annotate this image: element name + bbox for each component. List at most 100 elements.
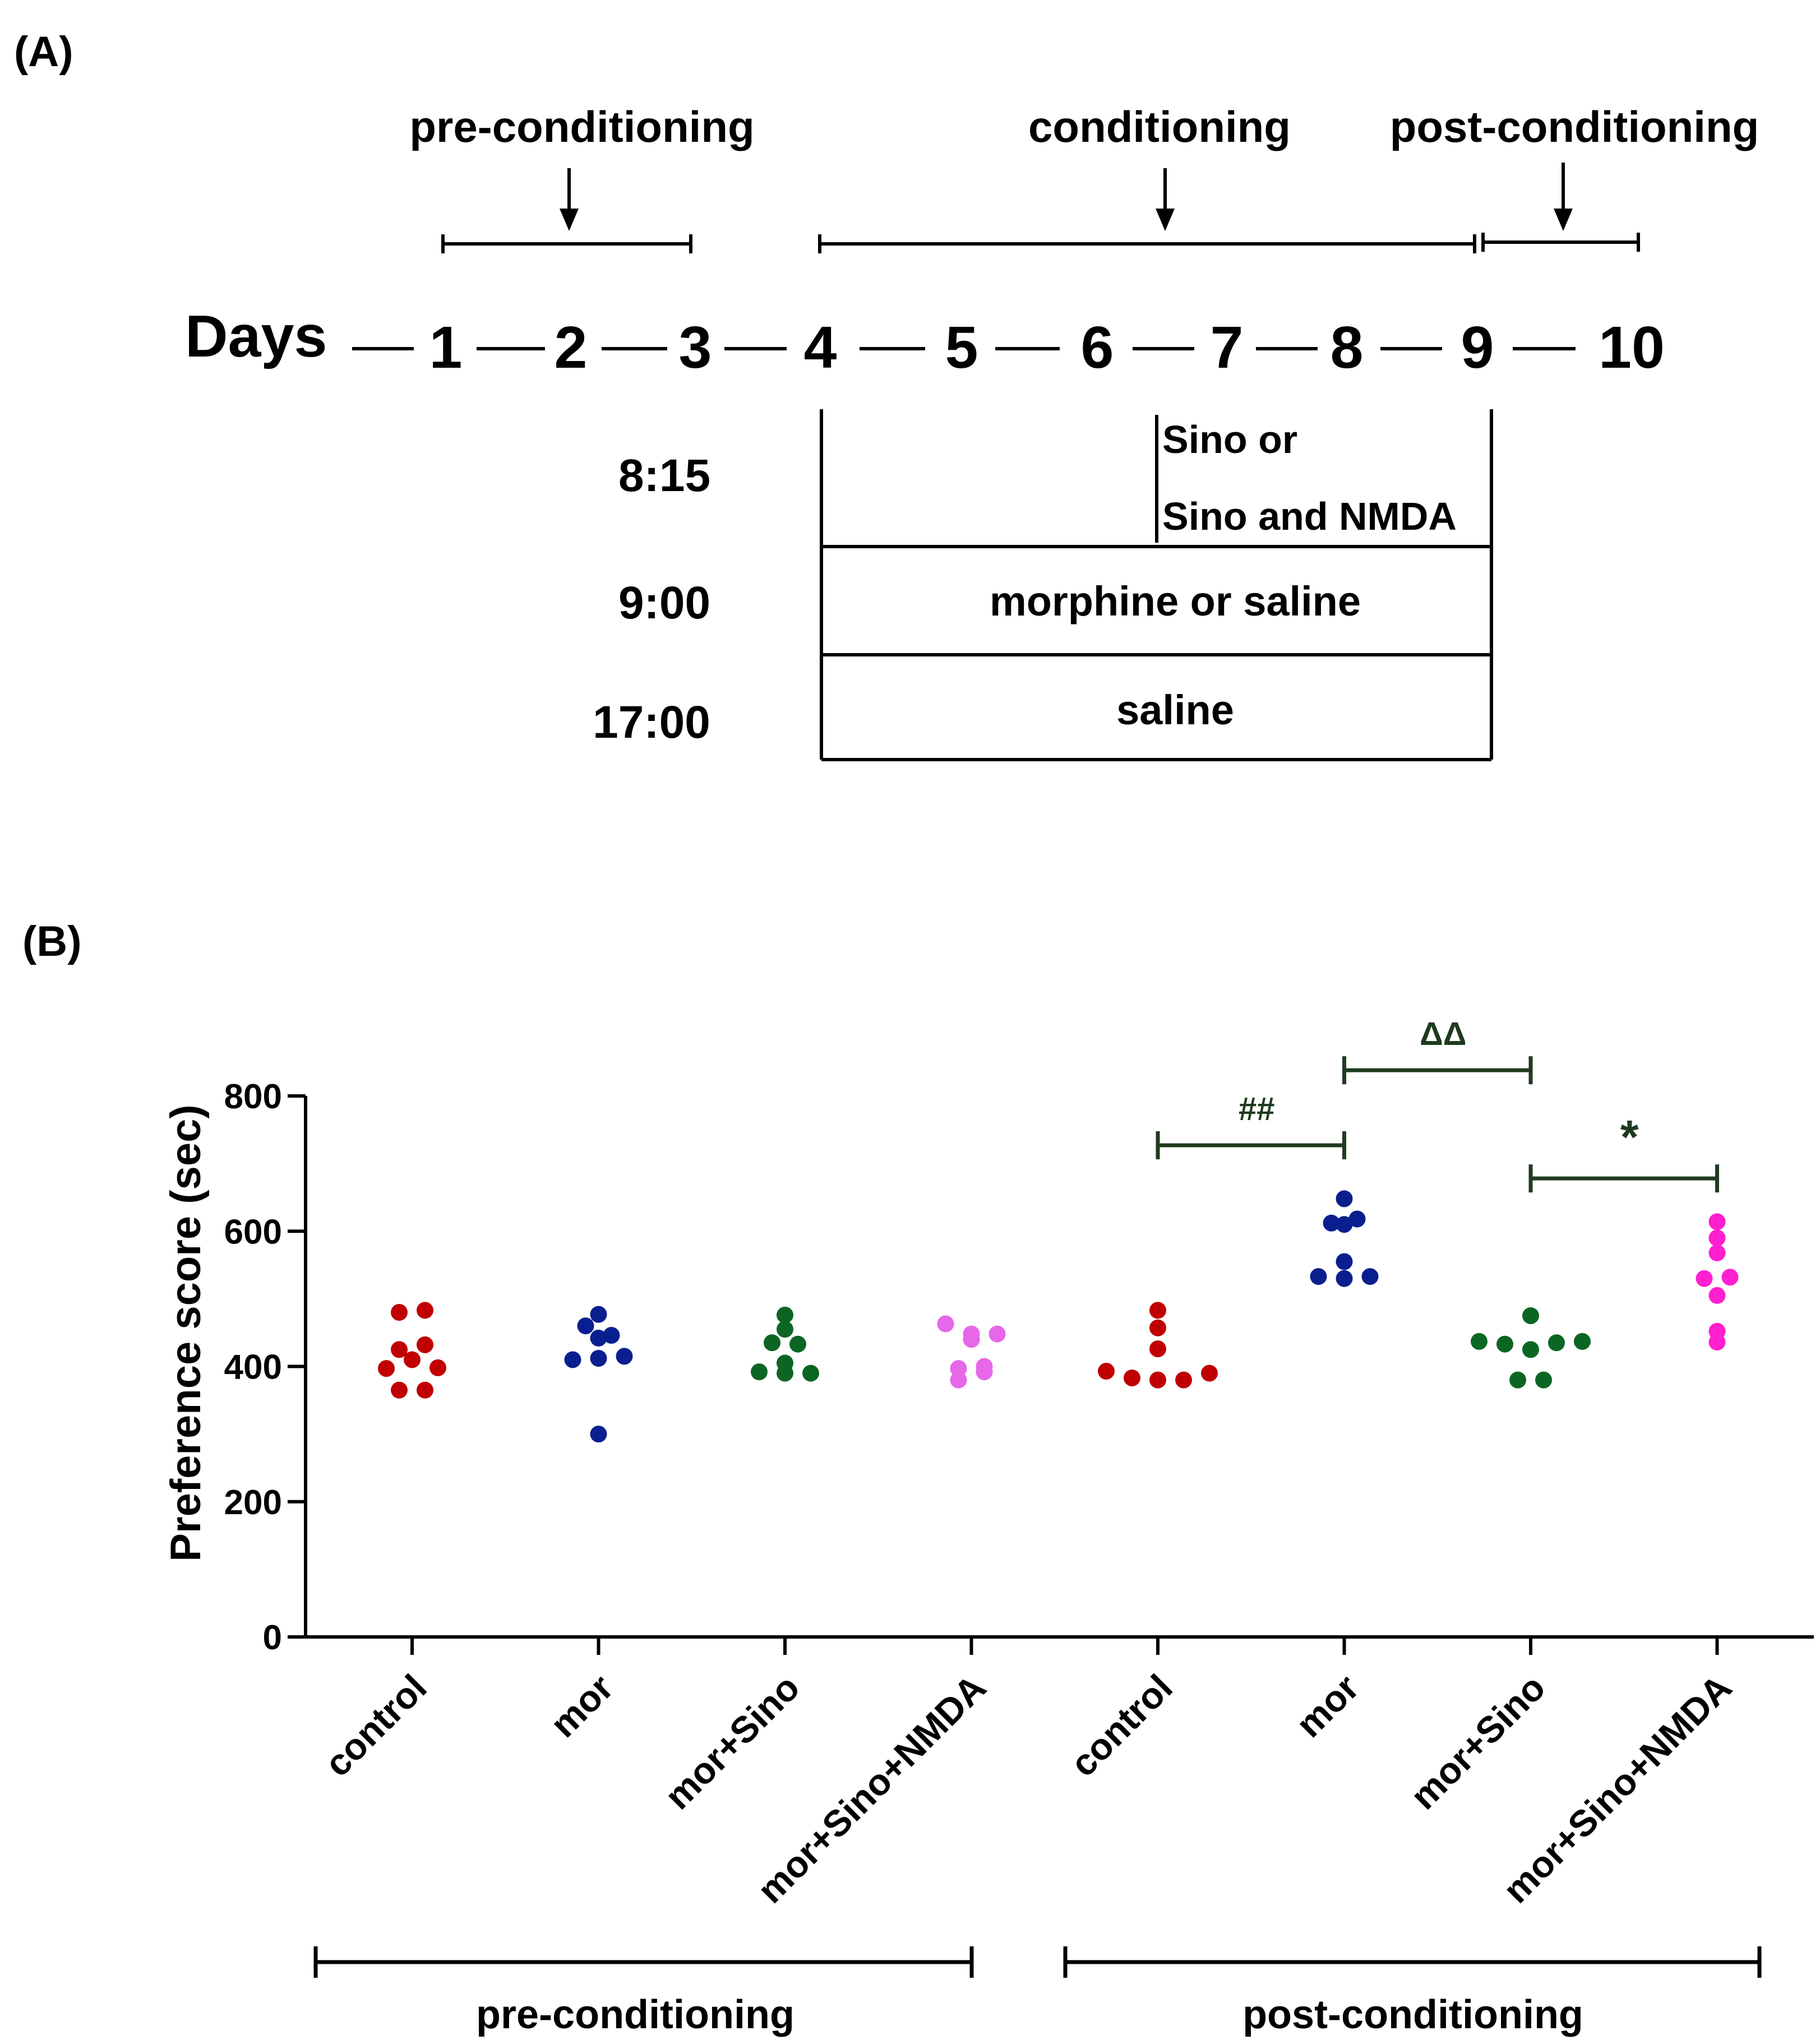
data-point (1696, 1270, 1713, 1287)
day-4: 4 (804, 314, 837, 381)
day-3: 3 (679, 314, 712, 381)
data-point (417, 1381, 433, 1399)
schedule-times: 8:15 9:00 17:00 (593, 450, 710, 748)
data-point (764, 1334, 780, 1352)
data-point (988, 1325, 1006, 1343)
x-tick-label: mor+Sino (1402, 1667, 1553, 1817)
data-point (1361, 1268, 1379, 1285)
group-label-post-conditioning: post-conditioning (1242, 1992, 1583, 2037)
data-point (777, 1306, 793, 1324)
significance-brackets: ## ΔΔ * (1156, 1016, 1719, 1193)
data-point (564, 1351, 581, 1368)
data-point (1149, 1319, 1166, 1336)
days-label: Days (185, 303, 327, 369)
sino-text-line1: Sino or (1162, 418, 1297, 461)
y-tick-label: 600 (224, 1213, 282, 1251)
day-2: 2 (555, 314, 588, 381)
data-point (429, 1359, 446, 1376)
panel-b: (B) Preference score (sec) 0 200 400 600 800… (22, 918, 1814, 2037)
time-900: 9:00 (618, 577, 710, 628)
sig-label: ## (1239, 1091, 1275, 1127)
data-point (789, 1335, 806, 1353)
data-point (1310, 1268, 1327, 1285)
panel-a-label: (A) (14, 28, 73, 76)
phase-arrows (560, 163, 1573, 231)
data-point (1149, 1371, 1166, 1389)
data-point (950, 1360, 967, 1377)
data-point (976, 1358, 993, 1375)
y-tick-label: 800 (224, 1077, 282, 1116)
time-815: 8:15 (618, 450, 710, 501)
data-point (1708, 1322, 1726, 1340)
data-point (1496, 1335, 1513, 1353)
group-label-pre-conditioning: pre-conditioning (476, 1992, 794, 2037)
day-1: 1 (429, 314, 463, 381)
data-point (590, 1426, 607, 1443)
data-point (417, 1302, 433, 1319)
time-1700: 17:00 (593, 697, 710, 748)
day-numbers: 1 2 3 4 5 6 7 8 9 10 (429, 314, 1665, 381)
sig-label: * (1620, 1111, 1639, 1163)
data-point (802, 1364, 819, 1382)
data-point (1708, 1287, 1726, 1304)
arrowhead-post-conditioning (1554, 209, 1573, 231)
data-point (1574, 1333, 1591, 1350)
arrowhead-conditioning (1156, 209, 1175, 231)
treatment-1700: saline (1116, 687, 1234, 733)
day-10: 10 (1599, 314, 1665, 381)
y-tick-label: 200 (224, 1483, 282, 1522)
data-point (1522, 1307, 1539, 1325)
data-point (616, 1348, 633, 1365)
x-tick-label: mor (1288, 1667, 1366, 1745)
data-point (1708, 1244, 1726, 1261)
day-5: 5 (945, 314, 978, 381)
y-tick-label: 0 (263, 1618, 282, 1657)
data-point (1323, 1214, 1340, 1232)
day-7: 7 (1211, 314, 1244, 381)
data-point (577, 1317, 594, 1335)
data-point (1548, 1334, 1565, 1352)
data-point (590, 1329, 607, 1347)
y-axis-label: Preference score (sec) (162, 1104, 210, 1561)
data-point (963, 1325, 980, 1343)
data-point (603, 1327, 620, 1344)
data-point (404, 1351, 421, 1368)
data-point (1721, 1269, 1739, 1286)
data-point (1336, 1270, 1353, 1287)
data-point (1336, 1253, 1353, 1270)
data-point (1708, 1213, 1726, 1231)
data-point (1708, 1229, 1726, 1247)
data-point (1098, 1362, 1115, 1380)
x-tick-label: mor (542, 1667, 621, 1745)
phase-brackets (441, 233, 1640, 253)
x-tick-label: control (316, 1667, 434, 1784)
sig-label: ΔΔ (1420, 1016, 1466, 1052)
data-point (1149, 1302, 1166, 1319)
data-point (1348, 1210, 1366, 1228)
phase-label-conditioning: conditioning (1028, 102, 1291, 151)
x-tick-label: control (1062, 1667, 1180, 1784)
data-point (1535, 1371, 1552, 1389)
data-point (391, 1381, 408, 1399)
sino-text-line2: Sino and NMDA (1162, 494, 1457, 538)
data-point (950, 1371, 967, 1389)
data-point (391, 1304, 408, 1321)
day-8: 8 (1331, 314, 1364, 381)
data-point (1201, 1364, 1218, 1382)
data-point (417, 1336, 433, 1353)
data-point (777, 1354, 793, 1372)
phase-label-pre-conditioning: pre-conditioning (409, 102, 754, 151)
data-point (751, 1363, 768, 1381)
panel-b-label: (B) (22, 918, 82, 965)
y-tick-label: 400 (224, 1348, 282, 1387)
data-point (777, 1321, 793, 1338)
data-point (1336, 1216, 1353, 1233)
data-point (1175, 1371, 1192, 1389)
data-point (937, 1315, 954, 1333)
data-point (1522, 1341, 1539, 1358)
data-point (1471, 1333, 1488, 1350)
data-point (590, 1350, 607, 1367)
data-point (1509, 1371, 1526, 1389)
